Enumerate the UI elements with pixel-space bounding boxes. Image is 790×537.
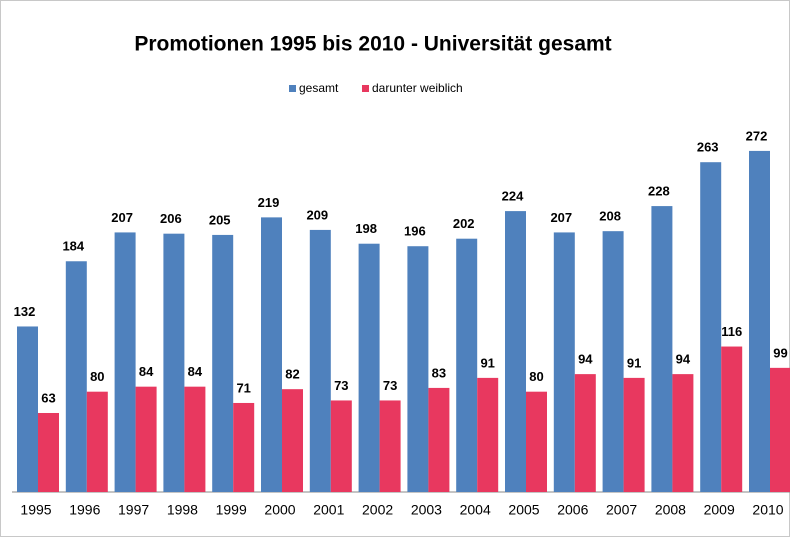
- x-tick-label: 2001: [313, 502, 344, 518]
- bar: [163, 233, 185, 492]
- bar: [379, 400, 401, 492]
- legend-swatch: [289, 85, 296, 92]
- value-label: 184: [62, 239, 84, 254]
- value-label: 207: [111, 210, 133, 225]
- bar: [38, 412, 59, 492]
- bar: [574, 374, 596, 492]
- value-label: 73: [334, 378, 348, 393]
- bar: [428, 387, 450, 492]
- value-label: 207: [550, 210, 572, 225]
- bar: [672, 374, 694, 492]
- value-label: 208: [599, 209, 621, 224]
- bar: [623, 377, 645, 492]
- bar: [282, 389, 303, 492]
- bar: [135, 386, 157, 492]
- bar: [233, 402, 255, 492]
- legend-swatch: [362, 85, 369, 92]
- bar: [749, 150, 770, 493]
- value-label: 116: [721, 324, 742, 339]
- x-tick-label: 2005: [508, 502, 539, 518]
- x-tick-label: 2003: [411, 502, 442, 518]
- bar: [65, 261, 87, 492]
- bar: [700, 162, 722, 492]
- x-tick-label: 2004: [460, 502, 491, 518]
- x-tick-label: 2002: [362, 502, 393, 518]
- bar: [358, 243, 380, 492]
- bar: [407, 246, 429, 492]
- legend-label: gesamt: [299, 81, 339, 95]
- bar: [602, 231, 624, 492]
- x-tick-label: 1997: [118, 502, 149, 518]
- x-tick-label: 2010: [752, 502, 783, 518]
- value-label: 196: [404, 224, 426, 239]
- value-label: 91: [627, 355, 641, 370]
- bar: [456, 238, 478, 492]
- bar: [309, 229, 331, 492]
- value-label: 206: [160, 211, 182, 226]
- value-label: 80: [90, 369, 104, 384]
- x-tick-label: 2007: [606, 502, 637, 518]
- x-tick-label: 2009: [704, 502, 735, 518]
- value-label: 99: [773, 345, 787, 360]
- bar: [526, 391, 547, 492]
- x-tick-label: 1995: [20, 502, 51, 518]
- bar: [477, 377, 499, 492]
- value-label: 202: [453, 216, 475, 231]
- bar: [114, 232, 136, 492]
- value-label: 84: [139, 364, 154, 379]
- x-tick-label: 1996: [69, 502, 100, 518]
- x-tick-label: 2000: [264, 502, 295, 518]
- bar: [505, 211, 526, 492]
- value-label: 198: [355, 221, 377, 236]
- bar: [261, 217, 282, 492]
- bar: [86, 391, 108, 492]
- bar: [17, 326, 38, 492]
- value-label: 80: [529, 369, 543, 384]
- value-label: 84: [188, 364, 203, 379]
- value-label: 82: [285, 367, 299, 382]
- value-label: 205: [209, 212, 231, 227]
- value-label: 94: [676, 352, 691, 367]
- x-tick-label: 2006: [557, 502, 588, 518]
- value-label: 63: [41, 390, 55, 405]
- bar: [721, 346, 743, 492]
- chart-title: Promotionen 1995 bis 2010 - Universität …: [134, 33, 611, 56]
- bar: [184, 386, 206, 492]
- legend-label: darunter weiblich: [372, 81, 463, 95]
- value-label: 91: [480, 355, 494, 370]
- bar: [651, 206, 673, 492]
- value-label: 71: [236, 380, 250, 395]
- value-label: 73: [383, 378, 397, 393]
- value-label: 83: [432, 365, 446, 380]
- bar: [212, 234, 234, 492]
- x-tick-label: 1998: [167, 502, 198, 518]
- value-label: 224: [502, 189, 524, 204]
- value-label: 228: [648, 184, 670, 199]
- bar: [330, 400, 352, 492]
- x-tick-label: 1999: [216, 502, 247, 518]
- value-label: 263: [697, 140, 719, 155]
- value-label: 209: [306, 207, 328, 222]
- value-label: 94: [578, 352, 593, 367]
- x-tick-label: 2008: [655, 502, 686, 518]
- bar: [553, 232, 575, 492]
- value-label: 219: [258, 195, 280, 210]
- bar: [770, 367, 790, 492]
- value-label: 272: [746, 128, 768, 143]
- value-label: 132: [14, 304, 36, 319]
